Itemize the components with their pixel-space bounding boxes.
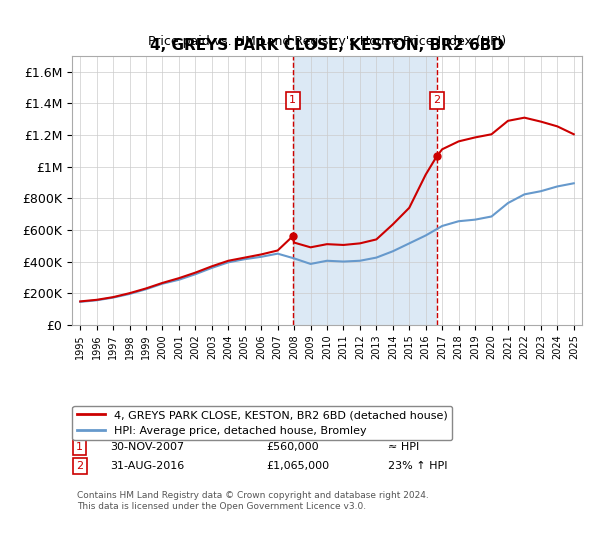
- Text: 2: 2: [76, 461, 83, 471]
- Text: £560,000: £560,000: [266, 442, 319, 452]
- Text: 30-NOV-2007: 30-NOV-2007: [110, 442, 184, 452]
- Text: 23% ↑ HPI: 23% ↑ HPI: [388, 461, 448, 471]
- Text: Price paid vs. HM Land Registry's House Price Index (HPI): Price paid vs. HM Land Registry's House …: [148, 35, 506, 48]
- Text: £1,065,000: £1,065,000: [266, 461, 329, 471]
- Text: ≈ HPI: ≈ HPI: [388, 442, 419, 452]
- Text: Contains HM Land Registry data © Crown copyright and database right 2024.
This d: Contains HM Land Registry data © Crown c…: [77, 492, 429, 511]
- Text: 1: 1: [289, 95, 296, 105]
- Title: 4, GREYS PARK CLOSE, KESTON, BR2 6BD: 4, GREYS PARK CLOSE, KESTON, BR2 6BD: [150, 39, 504, 53]
- Legend: 4, GREYS PARK CLOSE, KESTON, BR2 6BD (detached house), HPI: Average price, detac: 4, GREYS PARK CLOSE, KESTON, BR2 6BD (de…: [73, 405, 452, 440]
- Text: 31-AUG-2016: 31-AUG-2016: [110, 461, 185, 471]
- Bar: [293, 56, 437, 325]
- Text: 2: 2: [433, 95, 440, 105]
- Text: 1: 1: [76, 442, 83, 452]
